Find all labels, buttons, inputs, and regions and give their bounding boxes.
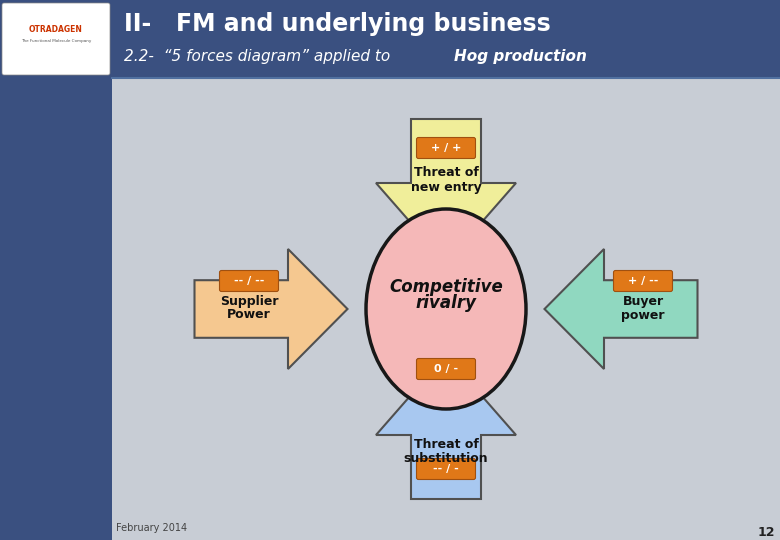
FancyBboxPatch shape — [614, 271, 672, 292]
Text: Supplier: Supplier — [220, 294, 278, 307]
Text: February 2014: February 2014 — [116, 523, 187, 533]
Text: power: power — [621, 308, 665, 321]
Text: Threat of: Threat of — [413, 166, 478, 179]
Polygon shape — [376, 119, 516, 263]
Text: new entry: new entry — [410, 180, 481, 193]
FancyBboxPatch shape — [2, 3, 110, 75]
Text: Threat of: Threat of — [413, 438, 478, 451]
Text: substitution: substitution — [404, 453, 488, 465]
FancyBboxPatch shape — [417, 138, 476, 159]
Text: 0 / -: 0 / - — [434, 364, 458, 374]
Ellipse shape — [366, 209, 526, 409]
Text: Buyer: Buyer — [622, 294, 664, 307]
Text: -- / --: -- / -- — [234, 276, 264, 286]
Text: OTRADAGEN: OTRADAGEN — [29, 24, 83, 33]
Text: 12: 12 — [757, 525, 775, 538]
Polygon shape — [194, 249, 348, 369]
Text: + / --: + / -- — [628, 276, 658, 286]
Text: Competitive: Competitive — [389, 278, 503, 296]
FancyBboxPatch shape — [219, 271, 278, 292]
Text: The Functional Molecule Company: The Functional Molecule Company — [21, 39, 91, 43]
FancyBboxPatch shape — [417, 359, 476, 380]
Text: Hog production: Hog production — [454, 49, 587, 64]
Bar — [0, 0, 112, 540]
Text: II-   FM and underlying business: II- FM and underlying business — [124, 12, 551, 36]
Polygon shape — [376, 355, 516, 499]
Bar — [0, 0, 780, 78]
Text: Power: Power — [227, 308, 271, 321]
Text: + / +: + / + — [431, 143, 461, 153]
Text: -- / -: -- / - — [433, 464, 459, 474]
Text: 2.2-  “5 forces diagram” applied to: 2.2- “5 forces diagram” applied to — [124, 49, 400, 64]
FancyBboxPatch shape — [417, 458, 476, 480]
Text: rivalry: rivalry — [416, 294, 477, 312]
Polygon shape — [544, 249, 697, 369]
